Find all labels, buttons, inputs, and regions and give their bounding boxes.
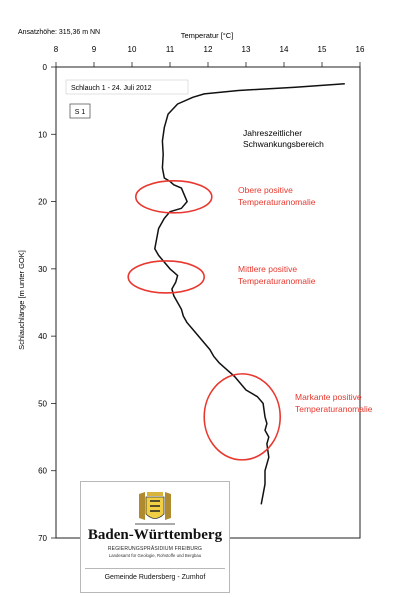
x-tick-label: 11 <box>166 45 175 54</box>
y-tick-label: 70 <box>38 534 47 543</box>
y-tick-label: 0 <box>43 63 48 72</box>
x-tick-label: 12 <box>204 45 213 54</box>
sensor-label: S 1 <box>75 109 86 116</box>
middle-anomaly-ellipse <box>127 260 205 294</box>
upper-anomaly-label-line1: Obere positive <box>238 185 293 195</box>
seasonal-label-line2: Schwankungsbereich <box>243 139 324 149</box>
x-tick-label: 10 <box>128 45 137 54</box>
coat-of-arms-icon <box>135 492 175 525</box>
sensor-label-box <box>69 103 91 119</box>
x-tick-label: 16 <box>356 45 365 54</box>
department-name: Landesamt für Geologie, Rohstoffe und Be… <box>108 553 202 558</box>
profile-label: Schlauch 1 - 24. Juli 2012 <box>71 85 152 92</box>
temperature-series-line <box>154 83 345 505</box>
municipality-name: Gemeinde Rudersberg - Zumhof <box>104 574 206 581</box>
x-axis-ticks: 8 9 10 11 12 13 14 15 16 <box>54 45 365 67</box>
logo-divider <box>85 568 225 569</box>
y-tick-label: 30 <box>38 265 47 274</box>
y-tick-label: 50 <box>38 399 47 408</box>
profile-label-box <box>65 79 189 95</box>
y-axis-title: Schlauchlänge [m unter GOK] <box>17 250 26 350</box>
institution-logo-box: Baden-Württemberg REGIERUNGSPRÄSIDIUM FR… <box>80 481 230 593</box>
middle-anomaly-label-line1: Mittlere positive <box>238 264 297 274</box>
x-tick-label: 14 <box>280 45 289 54</box>
y-tick-label: 20 <box>38 198 47 207</box>
authority-name: REGIERUNGSPRÄSIDIUM FREIBURG <box>107 546 203 552</box>
state-name: Baden-Württemberg <box>87 527 223 543</box>
y-axis-ticks: 0 10 20 30 40 50 60 70 <box>38 63 56 543</box>
altitude-label: Ansatzhöhe: 315,36 m NN <box>18 29 100 36</box>
seasonal-label-line1: Jahreszeitlicher <box>243 128 302 138</box>
marked-anomaly-label-line1: Markante positive <box>295 392 362 402</box>
marked-anomaly-ellipse <box>203 373 281 461</box>
x-axis-title: Temperatur [°C] <box>181 31 234 40</box>
plot-frame <box>55 66 361 539</box>
x-tick-label: 9 <box>92 45 97 54</box>
upper-anomaly-label-line2: Temperaturanomalie <box>238 197 316 207</box>
x-tick-label: 13 <box>242 45 251 54</box>
x-tick-label: 8 <box>54 45 59 54</box>
upper-anomaly-ellipse <box>135 180 213 214</box>
y-tick-label: 10 <box>38 130 47 139</box>
y-tick-label: 60 <box>38 467 47 476</box>
marked-anomaly-label-line2: Temperaturanomalie <box>295 404 373 414</box>
y-tick-label: 40 <box>38 332 47 341</box>
middle-anomaly-label-line2: Temperaturanomalie <box>238 276 316 286</box>
x-tick-label: 15 <box>318 45 327 54</box>
